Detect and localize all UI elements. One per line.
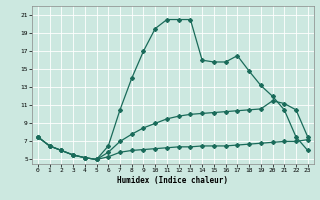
X-axis label: Humidex (Indice chaleur): Humidex (Indice chaleur) [117,176,228,185]
